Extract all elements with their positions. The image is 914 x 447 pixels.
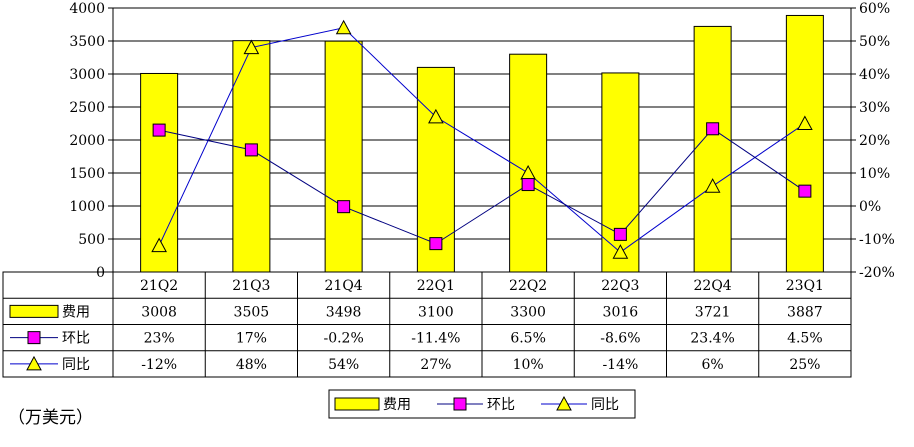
table-cell: 3721 [695, 304, 731, 320]
legend-key-bar [334, 397, 380, 411]
qoq-marker [337, 200, 351, 214]
yoy-line [158, 27, 806, 253]
bar [509, 53, 548, 273]
category-label: 22Q2 [509, 278, 547, 294]
table-key-bar [9, 304, 59, 318]
table-cell: 3100 [418, 304, 454, 320]
right-tick-label: -20% [859, 265, 895, 281]
table-series-name: 同比 [62, 357, 90, 373]
table-cell: 25% [789, 357, 820, 373]
table-cell: -0.2% [323, 331, 363, 347]
qoq-marker [429, 237, 443, 251]
unit-note: （万美元） [8, 408, 93, 428]
qoq-marker [244, 143, 258, 157]
table-cell: 17% [236, 331, 267, 347]
category-label: 22Q1 [417, 278, 455, 294]
legend-key-marker [453, 397, 467, 411]
qoq-marker [152, 123, 166, 137]
right-tick-label: 40% [859, 67, 890, 83]
table-cell: 3887 [787, 304, 823, 320]
table-cell: 4.5% [787, 331, 823, 347]
right-tick-label: 0% [859, 199, 881, 215]
right-tick-label: 50% [859, 34, 890, 50]
left-tick-label: 1500 [69, 166, 105, 182]
legend-label: 环比 [487, 397, 515, 413]
right-tick-label: 10% [859, 166, 890, 182]
yoy-marker [428, 108, 444, 124]
legend-key-marker [556, 395, 572, 411]
left-tick-label: 2500 [69, 100, 105, 116]
legend-label: 同比 [591, 397, 619, 413]
table-cell: 48% [236, 357, 267, 373]
yoy-marker [612, 244, 629, 259]
category-label: 22Q4 [694, 278, 732, 294]
table-cell: 27% [420, 357, 451, 373]
yoy-marker [243, 39, 260, 55]
line-series [151, 19, 813, 259]
table-cell: 3498 [326, 304, 362, 320]
table-cell: 6% [702, 357, 724, 373]
table-cell: 3505 [234, 304, 270, 320]
bar [601, 72, 640, 273]
bar [324, 40, 363, 273]
category-label: 21Q2 [140, 278, 178, 294]
table-cell: 3300 [510, 304, 546, 320]
table-cell: 23% [144, 331, 175, 347]
bar [785, 14, 824, 273]
category-label: 22Q3 [601, 278, 639, 294]
left-tick-label: 500 [78, 232, 105, 248]
table-series-name: 环比 [62, 331, 90, 347]
bar [693, 25, 732, 273]
yoy-marker [151, 237, 167, 253]
legend-label: 费用 [383, 397, 411, 413]
right-tick-label: 60% [859, 1, 890, 17]
qoq-marker [613, 227, 627, 241]
yoy-marker [335, 19, 352, 35]
yoy-marker [704, 178, 721, 193]
right-tick-label: 30% [859, 100, 890, 116]
table-cell: -12% [141, 357, 177, 373]
qoq-line [159, 128, 806, 245]
left-tick-label: 2000 [69, 133, 105, 149]
table-cell: 3008 [141, 304, 177, 320]
left-tick-label: 4000 [69, 1, 105, 17]
table-cell: -8.6% [600, 331, 640, 347]
left-tick-label: 0 [96, 265, 105, 281]
table-key-marker [27, 331, 41, 345]
table-cell: -11.4% [411, 331, 460, 347]
data-table: 21Q2 21Q3 21Q4 22Q1 22Q2 22Q3 22Q4 23Q1 费用 3008 35… [2, 271, 852, 378]
category-label: 23Q1 [786, 278, 824, 294]
right-tick-label: 20% [859, 133, 890, 149]
qoq-marker [798, 184, 812, 198]
table-cell: 23.4% [690, 331, 734, 347]
table-key-marker [26, 355, 42, 371]
left-tick-label: 3500 [69, 34, 105, 50]
left-tick-label: 1000 [69, 199, 105, 215]
qoq-marker [706, 122, 720, 136]
axes: 0 500 1000 1500 2000 2500 3000 3500 4000 -20% -10%… [69, 1, 895, 281]
table-cell: -14% [602, 357, 638, 373]
table-cell: 54% [328, 357, 359, 373]
qoq-marker [521, 178, 535, 192]
right-tick-label: -10% [859, 232, 895, 248]
category-label: 21Q3 [232, 278, 270, 294]
table-cell: 3016 [603, 304, 639, 320]
legend: 费用 环比 同比 [328, 389, 636, 419]
category-label: 21Q4 [325, 278, 363, 294]
table-cell: 6.5% [510, 331, 546, 347]
gridlines [113, 7, 851, 273]
yoy-marker [797, 115, 813, 130]
left-tick-label: 3000 [69, 67, 105, 83]
table-series-name: 费用 [62, 304, 90, 320]
table-cell: 10% [513, 357, 544, 373]
bar-series [140, 14, 824, 273]
